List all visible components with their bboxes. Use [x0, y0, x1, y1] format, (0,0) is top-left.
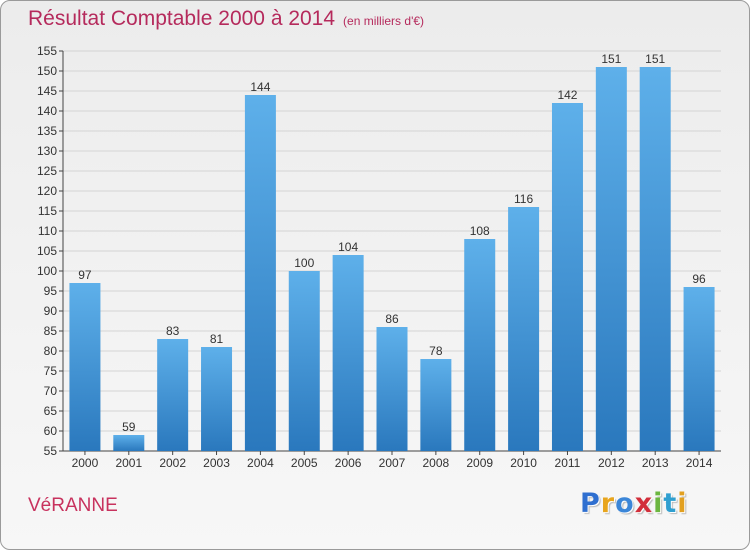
bar-2012: [595, 67, 627, 451]
bar-2003: [201, 347, 233, 451]
x-tick-label: 2001: [115, 456, 142, 470]
logo-letter: r: [600, 488, 616, 519]
commune-name: VéRANNE: [28, 495, 118, 516]
y-tick-label: 135: [37, 124, 57, 138]
x-tick-label: 2010: [510, 456, 537, 470]
y-tick-label: 130: [37, 144, 57, 158]
y-tick-label: 70: [44, 384, 58, 398]
x-tick-label: 2007: [379, 456, 406, 470]
chart-title-text: Résultat Comptable 2000 à 2014: [28, 7, 336, 30]
bar-2000: [69, 283, 101, 451]
x-tick-label: 2011: [555, 456, 581, 470]
x-tick-label: 2000: [72, 456, 99, 470]
y-tick-label: 150: [37, 64, 57, 78]
chart-title: Résultat Comptable 2000 à 2014 (en millie…: [28, 7, 424, 31]
logo-letter: x: [634, 488, 654, 519]
x-tick-label: 2006: [335, 456, 362, 470]
data-label-2002: 83: [166, 324, 180, 338]
y-tick-label: 125: [37, 164, 57, 178]
data-label-2010: 116: [514, 192, 533, 206]
data-label-2014: 96: [692, 272, 706, 286]
data-label-2008: 78: [429, 344, 443, 358]
y-tick-label: 155: [37, 44, 57, 58]
logo-letter: t: [663, 488, 678, 519]
data-label-2006: 104: [338, 240, 358, 254]
y-tick-label: 105: [37, 244, 57, 258]
proxiti-logo: Proxiti: [580, 488, 688, 519]
x-tick-label: 2002: [159, 456, 186, 470]
bar-2007: [376, 327, 408, 451]
logo-letter: P: [580, 488, 601, 519]
data-label-2011: 142: [557, 88, 577, 102]
data-label-2005: 100: [294, 256, 314, 270]
data-label-2013: 151: [645, 52, 665, 66]
y-tick-label: 85: [44, 324, 58, 338]
y-tick-label: 80: [44, 344, 58, 358]
bar-2002: [157, 339, 189, 451]
bar-2011: [551, 103, 583, 451]
y-tick-label: 65: [44, 404, 58, 418]
x-tick-label: 2004: [247, 456, 274, 470]
bar-2005: [288, 271, 320, 451]
y-tick-label: 90: [44, 304, 58, 318]
chart-subtitle: (en milliers d'€): [343, 14, 425, 28]
x-tick-label: 2013: [642, 456, 669, 470]
logo-letter: i: [653, 488, 664, 519]
y-tick-label: 115: [38, 204, 57, 218]
x-tick-label: 2014: [686, 456, 713, 470]
x-tick-label: 2005: [291, 456, 318, 470]
y-tick-label: 145: [37, 84, 57, 98]
x-tick-label: 2003: [203, 456, 230, 470]
x-tick-label: 2008: [423, 456, 450, 470]
y-tick-label: 120: [37, 184, 57, 198]
logo-letter: o: [615, 488, 635, 519]
bar-2001: [113, 435, 145, 451]
bar-2014: [683, 287, 715, 451]
data-label-2012: 151: [601, 52, 621, 66]
data-label-2007: 86: [385, 312, 399, 326]
logo-letter: i: [677, 488, 688, 519]
y-tick-label: 100: [37, 264, 57, 278]
bar-2013: [639, 67, 671, 451]
data-label-2001: 59: [122, 420, 136, 434]
y-tick-label: 55: [44, 444, 58, 458]
data-label-2003: 81: [210, 332, 224, 346]
x-tick-label: 2012: [598, 456, 625, 470]
y-tick-label: 110: [38, 224, 57, 238]
y-tick-label: 60: [44, 424, 58, 438]
y-tick-label: 95: [44, 284, 58, 298]
bar-2010: [508, 207, 540, 451]
bar-2006: [332, 255, 364, 451]
y-tick-label: 75: [44, 364, 58, 378]
bar-2008: [420, 359, 452, 451]
bar-2004: [244, 95, 276, 451]
x-tick-label: 2009: [466, 456, 493, 470]
data-label-2004: 144: [250, 80, 270, 94]
bar-2009: [464, 239, 496, 451]
data-label-2009: 108: [470, 224, 490, 238]
y-tick-label: 140: [37, 104, 57, 118]
data-label-2000: 97: [78, 268, 92, 282]
